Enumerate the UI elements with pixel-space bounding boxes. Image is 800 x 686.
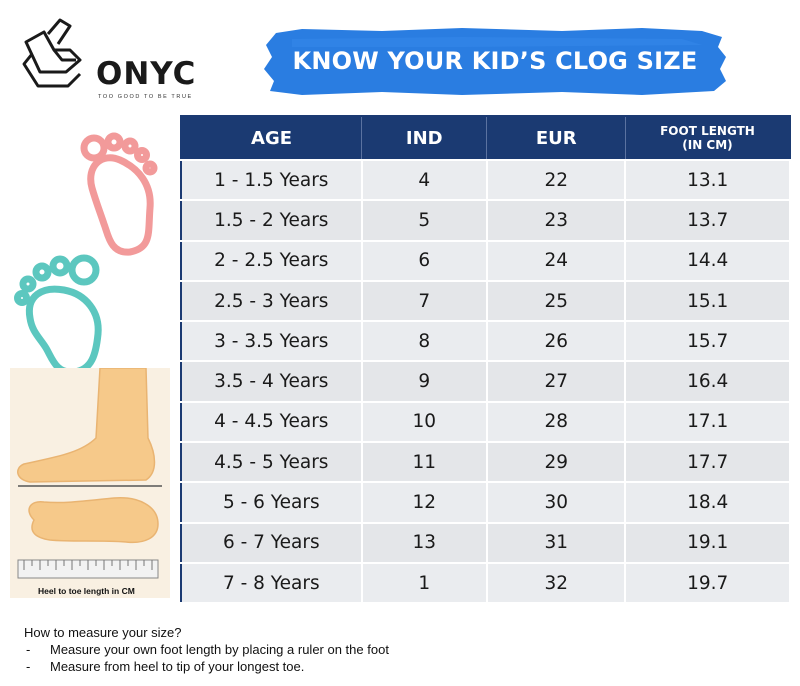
foot-length-cell: 17.1 (624, 400, 791, 444)
baby-footprint-teal (12, 250, 112, 385)
eur-cell: 24 (485, 239, 627, 282)
table-header-row: AGE IND EUR FOOT LENGTH (IN CM) (181, 116, 791, 160)
ind-cell: 4 (360, 158, 488, 202)
age-cell: 7 - 8 Years (181, 561, 363, 605)
ind-cell: 12 (360, 481, 488, 524)
foot-length-cell: 16.4 (624, 360, 791, 403)
brand-logo: ONYC TOO GOOD TO BE TRUE (18, 14, 218, 100)
eur-cell: 30 (485, 481, 627, 524)
page-title: KNOW YOUR KID’S CLOG SIZE (292, 47, 698, 75)
ind-cell: 10 (360, 400, 488, 444)
eur-cell: 31 (485, 521, 627, 564)
age-cell: 5 - 6 Years (181, 481, 363, 524)
table-row: 1.5 - 2 Years 5 23 13.7 (181, 199, 791, 242)
eur-cell: 22 (485, 158, 627, 202)
table-row: 3.5 - 4 Years 9 27 16.4 (181, 360, 791, 403)
foot-on-ruler-icon (17, 367, 162, 579)
baby-footprint-teal-icon (14, 254, 102, 376)
table-row: 4.5 - 5 Years 11 29 17.7 (181, 441, 791, 484)
foot-length-cell: 19.7 (624, 561, 791, 605)
age-cell: 1.5 - 2 Years (181, 199, 363, 242)
foot-length-cell: 19.1 (624, 521, 791, 564)
ind-cell: 6 (360, 239, 488, 282)
ind-cell: 7 (360, 279, 488, 323)
age-cell: 3.5 - 4 Years (181, 360, 363, 403)
instructions-heading: How to measure your size? (24, 625, 182, 640)
ind-cell: 8 (360, 320, 488, 363)
brand-tagline: TOO GOOD TO BE TRUE (98, 94, 193, 100)
foot-length-header-line1: FOOT LENGTH (660, 124, 755, 138)
table-row: 1 - 1.5 Years 4 22 13.1 (181, 158, 791, 202)
age-cell: 2 - 2.5 Years (181, 239, 363, 282)
column-header-age: AGE (181, 116, 363, 160)
age-cell: 4.5 - 5 Years (181, 441, 363, 484)
ind-cell: 11 (360, 441, 488, 484)
table-row: 7 - 8 Years 1 32 19.7 (181, 561, 791, 605)
foot-length-cell: 13.7 (624, 199, 791, 242)
eur-cell: 28 (485, 400, 627, 444)
ind-cell: 13 (360, 521, 488, 564)
instructions-list: Measure your own foot length by placing … (24, 641, 389, 675)
instruction-step: Measure from heel to tip of your longest… (24, 658, 389, 675)
size-chart-table: AGE IND EUR FOOT LENGTH (IN CM) 1 - 1.5 … (180, 115, 791, 605)
measure-instructions: How to measure your size? Measure your o… (24, 624, 389, 675)
eur-cell: 32 (485, 561, 627, 605)
baby-footprint-pink (80, 130, 170, 265)
column-header-ind: IND (361, 116, 488, 160)
column-header-foot-length: FOOT LENGTH (IN CM) (625, 116, 791, 160)
foot-length-cell: 13.1 (624, 158, 791, 202)
age-cell: 3 - 3.5 Years (181, 320, 363, 363)
ind-cell: 9 (360, 360, 488, 403)
foot-length-cell: 15.7 (624, 320, 791, 363)
table-row: 5 - 6 Years 12 30 18.4 (181, 481, 791, 524)
table-row: 6 - 7 Years 13 31 19.1 (181, 521, 791, 564)
eur-cell: 23 (485, 199, 627, 242)
table-row: 2.5 - 3 Years 7 25 15.1 (181, 279, 791, 323)
column-header-eur: EUR (486, 116, 626, 160)
foot-measurement-illustration (10, 367, 170, 598)
onyc-hand-mark-icon (22, 18, 82, 88)
ind-cell: 1 (360, 561, 488, 605)
age-cell: 2.5 - 3 Years (181, 279, 363, 323)
table-row: 4 - 4.5 Years 10 28 17.1 (181, 400, 791, 444)
eur-cell: 26 (485, 320, 627, 363)
eur-cell: 29 (485, 441, 627, 484)
table-row: 3 - 3.5 Years 8 26 15.7 (181, 320, 791, 363)
instruction-step: Measure your own foot length by placing … (24, 641, 389, 658)
foot-length-header-line2: (IN CM) (682, 138, 733, 152)
foot-length-cell: 15.1 (624, 279, 791, 323)
brush-stroke-background (264, 28, 726, 95)
foot-length-cell: 14.4 (624, 239, 791, 282)
age-cell: 6 - 7 Years (181, 521, 363, 564)
eur-cell: 25 (485, 279, 627, 323)
baby-footprint-pink-icon (80, 132, 158, 256)
age-cell: 4 - 4.5 Years (181, 400, 363, 444)
age-cell: 1 - 1.5 Years (181, 158, 363, 202)
brand-name: ONYC (96, 56, 197, 92)
foot-length-cell: 18.4 (624, 481, 791, 524)
title-banner: KNOW YOUR KID’S CLOG SIZE (262, 25, 728, 97)
measure-caption: Heel to toe length in CM (38, 586, 135, 596)
table-row: 2 - 2.5 Years 6 24 14.4 (181, 239, 791, 282)
eur-cell: 27 (485, 360, 627, 403)
ind-cell: 5 (360, 199, 488, 242)
foot-length-cell: 17.7 (624, 441, 791, 484)
